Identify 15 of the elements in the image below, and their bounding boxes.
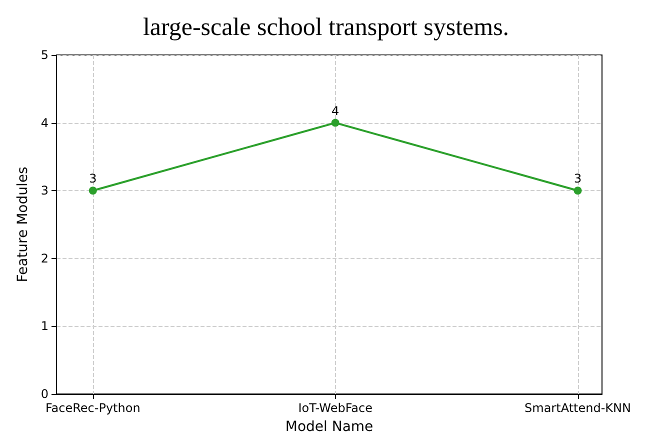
y-tick-label: 2 [40,251,49,266]
x-axis-title: Model Name [285,419,374,435]
chart-title: large-scale school transport systems. [142,14,510,41]
x-tick-label: IoT-WebFace [298,401,372,415]
x-tick-label: FaceRec-Python [45,401,140,415]
y-tick-label: 1 [40,319,49,334]
y-tick-label: 0 [40,387,49,401]
data-label: 3 [574,172,582,186]
y-tick-label: 4 [40,116,49,130]
data-label: 4 [332,104,340,118]
data-label: 3 [89,172,97,186]
x-tick-label: SmartAttend-KNN [524,401,631,415]
y-axis-title: Feature Modules [15,166,31,282]
y-tick-label: 5 [40,48,49,62]
y-tick-label: 3 [40,184,49,198]
